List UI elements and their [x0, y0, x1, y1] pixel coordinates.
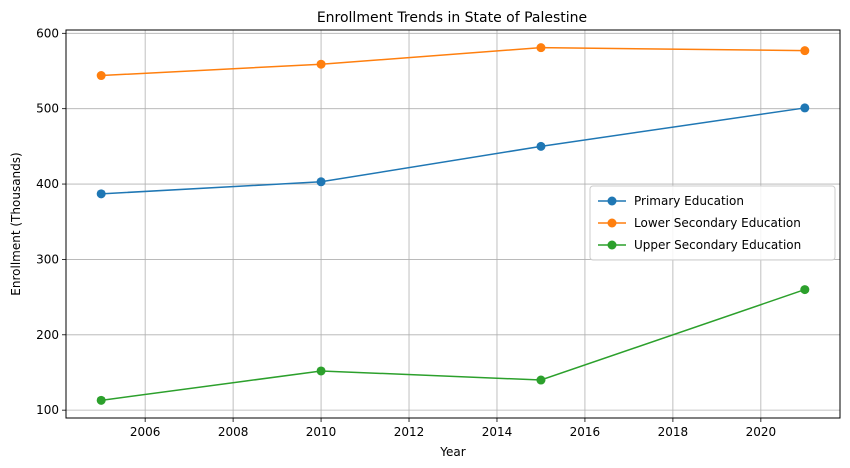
chart-title: Enrollment Trends in State of Palestine	[317, 10, 587, 26]
legend-swatch-marker	[607, 240, 617, 250]
legend-label: Lower Secondary Education	[634, 216, 801, 230]
x-tick-label: 2006	[130, 425, 161, 439]
legend-swatch-marker	[607, 196, 617, 206]
series-line	[101, 288, 806, 402]
gridlines	[66, 30, 840, 418]
legend-label: Upper Secondary Education	[634, 238, 801, 252]
data-point	[96, 189, 106, 199]
plot-frame	[65, 29, 841, 419]
legend-swatch-marker	[607, 218, 617, 228]
data-point	[96, 71, 106, 81]
data-point	[96, 395, 106, 405]
data-point	[316, 366, 326, 376]
y-tick-label: 500	[36, 102, 59, 116]
y-tick-label: 100	[36, 403, 59, 417]
y-tick-label: 600	[36, 26, 59, 40]
x-axis-label: Year	[439, 445, 465, 459]
legend-item: Primary Education	[598, 194, 744, 208]
data-point	[800, 103, 810, 113]
y-axis-label: Enrollment (Thousands)	[9, 152, 23, 295]
data-point	[536, 375, 546, 385]
legend-box	[589, 185, 836, 261]
data-point	[316, 177, 326, 187]
data-point	[800, 285, 810, 295]
y-tick-label: 400	[36, 177, 59, 191]
x-tick-label: 2014	[482, 425, 513, 439]
data-point	[536, 43, 546, 53]
x-tick-label: 2012	[394, 425, 425, 439]
x-tick-label: 2018	[658, 425, 689, 439]
data-point	[316, 59, 326, 69]
data-point	[536, 141, 546, 151]
legend: Primary Education Lower Secondary Educati…	[589, 185, 836, 261]
legend-item: Upper Secondary Education	[598, 238, 801, 252]
series-2	[96, 43, 810, 81]
series-1	[96, 103, 810, 199]
x-tick-label: 2016	[570, 425, 601, 439]
y-tick-label: 200	[36, 328, 59, 342]
x-axis: 2006 2008 2010 2012 2014 2016 2018 2020	[130, 418, 776, 439]
series-lines	[96, 43, 810, 405]
series-line	[101, 107, 805, 195]
x-tick-label: 2008	[218, 425, 249, 439]
series-line	[101, 46, 805, 77]
data-point	[800, 46, 810, 56]
x-tick-label: 2020	[746, 425, 777, 439]
legend-label: Primary Education	[634, 194, 744, 208]
legend-item: Lower Secondary Education	[598, 216, 801, 230]
series-3	[96, 285, 810, 405]
y-axis: 100 200 300 400 500 600	[36, 26, 66, 417]
y-tick-label: 300	[36, 252, 59, 266]
x-tick-label: 2010	[306, 425, 337, 439]
